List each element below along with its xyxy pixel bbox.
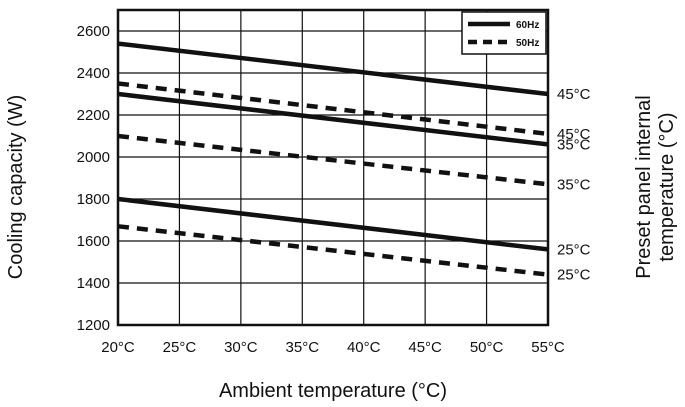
grid [116, 8, 550, 327]
end-labels: 45°C45°C35°C35°C25°C25°C [557, 86, 591, 284]
x-tick-label: 20°C [101, 339, 135, 356]
series-line-50hz [117, 81, 549, 137]
x-tick-label: 25°C [163, 339, 197, 356]
y-tick-label: 1200 [77, 317, 110, 334]
x-tick-label: 35°C [286, 339, 320, 356]
series-line-60hz [117, 196, 549, 252]
series-end-label: 25°C [557, 241, 591, 258]
x-tick-label: 55°C [531, 339, 565, 356]
series-end-label: 35°C [557, 176, 591, 193]
x-tick-label: 40°C [347, 339, 381, 356]
x-tick-label: 50°C [470, 339, 504, 356]
x-tick-label: 45°C [408, 339, 442, 356]
legend-label: 60Hz [516, 20, 539, 31]
series-line-50hz [117, 133, 549, 187]
series-end-label: 35°C [557, 136, 591, 153]
series-line-60hz [117, 91, 549, 147]
y-tick-label: 2000 [77, 149, 110, 166]
y-tick-label: 1800 [77, 191, 110, 208]
y-tick-label: 2400 [77, 65, 110, 82]
tick-labels: 1200 1400 1600 1800 2000 2200 2400 2600 20°C 25°C… [77, 23, 565, 356]
series-end-label: 45°C [557, 126, 591, 143]
series-line-50hz [117, 224, 549, 277]
legend-box [461, 11, 547, 55]
y-tick-label: 1600 [77, 233, 110, 250]
plot-frame [116, 8, 550, 327]
x-axis-title: Ambient temperature (°C) [219, 380, 447, 402]
y-tick-label: 2600 [77, 23, 110, 40]
right-axis-title-line-2: temperature (°C) [656, 112, 678, 261]
legend-label: 50Hz [516, 38, 539, 49]
series-end-label: 25°C [557, 267, 591, 284]
y-axis-title: Cooling capacity (W) [5, 95, 27, 280]
series-line-60hz [117, 41, 549, 97]
legend: 60Hz 50Hz [461, 11, 547, 55]
series-end-label: 45°C [557, 86, 591, 103]
y-tick-label: 1400 [77, 275, 110, 292]
series-lines [117, 41, 549, 277]
x-tick-label: 30°C [224, 339, 258, 356]
y-tick-label: 2200 [77, 107, 110, 124]
right-axis-title-line-1: Preset panel internal [633, 95, 655, 278]
